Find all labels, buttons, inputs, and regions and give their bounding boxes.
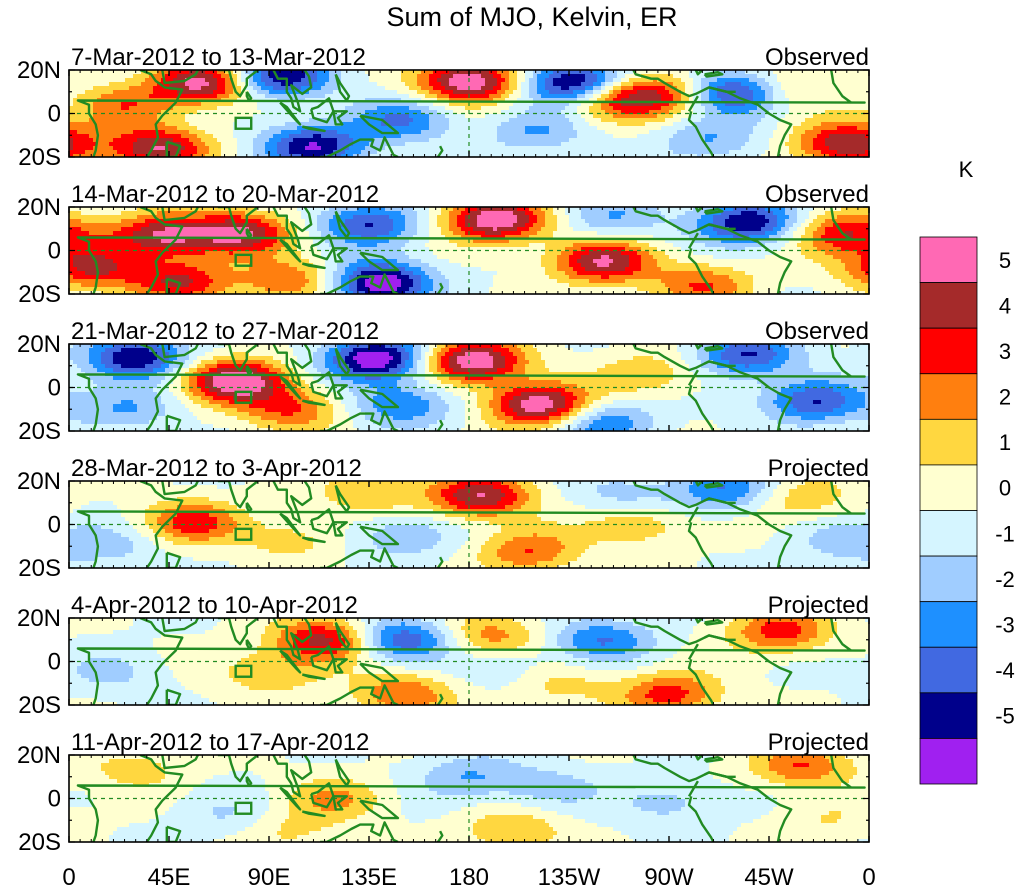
anomaly-field bbox=[69, 70, 869, 157]
colorbar-swatch bbox=[919, 692, 978, 739]
panel-status-label: Projected bbox=[768, 592, 869, 619]
map-panel-1: 7-Mar-2012 to 13-Mar-2012 Observed 20N 0 20S bbox=[17, 44, 870, 171]
map-panel-4: 28-Mar-2012 to 3-Apr-2012 Projected 20N 0 20… bbox=[17, 455, 870, 582]
region-box bbox=[234, 390, 253, 404]
y-tick-label: 0 bbox=[48, 238, 61, 265]
map-panel-5: 4-Apr-2012 to 10-Apr-2012 Projected 20N 0 20… bbox=[17, 592, 870, 719]
panel-status-label: Projected bbox=[768, 455, 869, 482]
panel-period-label: 11-Apr-2012 to 17-Apr-2012 bbox=[71, 729, 369, 756]
x-tick-label: 90E bbox=[248, 864, 291, 889]
y-tick-label: 20N bbox=[17, 194, 61, 221]
coastlines bbox=[76, 481, 866, 568]
colorbar-swatch bbox=[919, 327, 978, 375]
anomaly-field bbox=[69, 481, 869, 568]
chart-title: Sum of MJO, Kelvin, ER bbox=[0, 2, 1015, 33]
x-axis-labels: 0 45E 90E 135E 180 135W 90W 45W 0 bbox=[62, 864, 875, 889]
colorbar-swatch bbox=[919, 236, 978, 283]
y-tick-label: 0 bbox=[48, 786, 61, 813]
region-box bbox=[234, 253, 253, 267]
map-panel-3: 21-Mar-2012 to 27-Mar-2012 Observed 20N 0 20… bbox=[17, 318, 870, 445]
region-box bbox=[234, 664, 253, 678]
x-tick-label: 45W bbox=[744, 864, 794, 889]
x-tick-label: 90W bbox=[644, 864, 694, 889]
y-tick-label: 0 bbox=[48, 101, 61, 128]
map-panel-6: 11-Apr-2012 to 17-Apr-2012 Projected 20N 0 2… bbox=[17, 729, 870, 856]
x-tick-label: 0 bbox=[862, 864, 875, 889]
colorbar: 5 4 3 2 1 0 -1 -2 -3 -4 -5 K bbox=[919, 157, 1015, 785]
panel-status-label: Observed bbox=[765, 181, 869, 208]
colorbar-label: -3 bbox=[995, 612, 1015, 637]
colorbar-units: K bbox=[959, 157, 974, 182]
y-tick-label: 0 bbox=[48, 375, 61, 402]
y-tick-label: 20S bbox=[18, 692, 61, 719]
colorbar-swatch bbox=[919, 510, 978, 557]
colorbar-label: -1 bbox=[995, 521, 1015, 546]
x-tick-label: 135E bbox=[341, 864, 397, 889]
coastlines bbox=[76, 618, 866, 705]
colorbar-swatch bbox=[919, 282, 978, 329]
anomaly-field bbox=[69, 618, 869, 705]
y-tick-label: 20S bbox=[18, 281, 61, 308]
colorbar-label: 0 bbox=[999, 476, 1011, 501]
colorbar-swatch bbox=[919, 418, 978, 466]
colorbar-label: 4 bbox=[999, 293, 1011, 318]
y-tick-label: 20S bbox=[18, 418, 61, 445]
colorbar-label: 2 bbox=[999, 385, 1011, 410]
panel-period-label: 21-Mar-2012 to 27-Mar-2012 bbox=[71, 318, 379, 345]
x-tick-label: 0 bbox=[62, 864, 75, 889]
x-tick-label: 180 bbox=[449, 864, 489, 889]
colorbar-swatch bbox=[919, 373, 978, 420]
y-tick-label: 0 bbox=[48, 512, 61, 539]
y-tick-label: 20S bbox=[18, 555, 61, 582]
colorbar-swatch bbox=[919, 738, 978, 785]
colorbar-swatch bbox=[919, 646, 978, 694]
y-tick-label: 20S bbox=[18, 829, 61, 856]
region-box bbox=[234, 116, 253, 130]
coastlines bbox=[76, 70, 866, 157]
y-tick-label: 20N bbox=[17, 605, 61, 632]
region-box bbox=[234, 801, 253, 815]
y-tick-label: 0 bbox=[48, 649, 61, 676]
map-panel-2: 14-Mar-2012 to 20-Mar-2012 Observed 20N 0 20… bbox=[17, 181, 870, 308]
coastlines bbox=[76, 755, 866, 842]
y-tick-label: 20N bbox=[17, 468, 61, 495]
x-tick-label: 135W bbox=[538, 864, 601, 889]
region-box bbox=[234, 527, 253, 541]
panel-period-label: 28-Mar-2012 to 3-Apr-2012 bbox=[71, 455, 362, 482]
coastlines bbox=[76, 207, 866, 294]
colorbar-label: -2 bbox=[995, 567, 1015, 592]
y-tick-label: 20N bbox=[17, 331, 61, 358]
y-tick-label: 20N bbox=[17, 57, 61, 84]
panel-status-label: Observed bbox=[765, 318, 869, 345]
panel-period-label: 7-Mar-2012 to 13-Mar-2012 bbox=[71, 44, 366, 71]
colorbar-swatch bbox=[919, 601, 978, 648]
x-tick-label: 45E bbox=[148, 864, 191, 889]
colorbar-swatch bbox=[919, 555, 978, 603]
coastlines bbox=[76, 344, 866, 431]
colorbar-label: -5 bbox=[995, 704, 1015, 729]
panel-status-label: Observed bbox=[765, 44, 869, 71]
colorbar-label: 5 bbox=[999, 248, 1011, 273]
y-tick-label: 20N bbox=[17, 742, 61, 769]
panel-period-label: 4-Apr-2012 to 10-Apr-2012 bbox=[71, 592, 358, 619]
colorbar-swatch bbox=[919, 464, 978, 511]
panel-period-label: 14-Mar-2012 to 20-Mar-2012 bbox=[71, 181, 379, 208]
colorbar-label: -4 bbox=[995, 658, 1015, 683]
colorbar-label: 3 bbox=[999, 339, 1011, 364]
anomaly-field bbox=[69, 755, 869, 842]
colorbar-label: 1 bbox=[999, 430, 1011, 455]
panel-status-label: Projected bbox=[768, 729, 869, 756]
y-tick-label: 20S bbox=[18, 144, 61, 171]
